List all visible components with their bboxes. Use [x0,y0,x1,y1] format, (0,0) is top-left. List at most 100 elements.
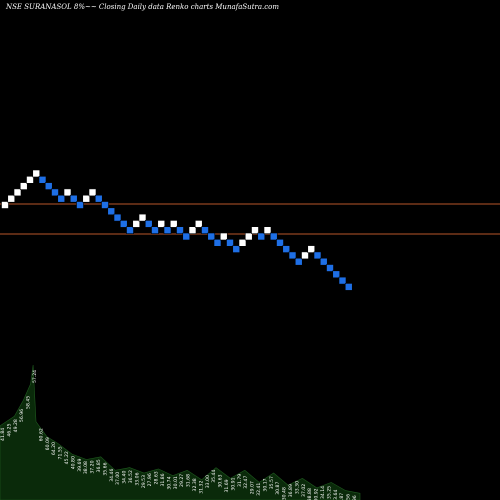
volume-label: 30.63 [218,474,224,487]
volume-label: 35.25 [326,486,332,499]
renko-brick-down [182,232,191,241]
renko-brick-up [7,194,16,203]
volume-label: 28.63 [154,471,160,484]
renko-brick-up [169,220,178,228]
renko-brick-down [113,213,122,222]
renko-brick-up [1,201,9,209]
volume-label: 30.91 [230,477,236,490]
volume-label: 33.64 [333,490,339,500]
volume-label: 36.89 [288,484,294,497]
volume-label: 35.66 [102,462,108,475]
renko-brick-up [157,220,166,228]
volume-label: 33.06 [134,472,140,485]
renko-brick-up [219,232,228,241]
volume-label: 30.56 [346,494,352,500]
volume-label: 31.32 [198,481,204,494]
volume-label: 32.87 [339,493,345,500]
renko-brick-down [294,257,303,266]
renko-brick-up [307,245,316,253]
renko-brick-down [107,207,116,216]
volume-label: 64.20 [51,442,57,455]
volume-label: 38.88 [307,488,313,500]
renko-brick-down [257,232,266,241]
volume-label: 36.85 [96,459,102,472]
volume-label: 35.44 [211,470,217,483]
volume-label: 30.01 [173,476,179,489]
renko-brick-down [126,226,134,234]
renko-brick-down [51,188,59,197]
renko-brick-down [276,239,284,247]
renko-brick-down [282,245,291,253]
volume-label: 31.79 [237,474,243,487]
renko-brick-up [194,220,203,228]
renko-brick-down [76,201,84,209]
renko-brick-up [132,220,141,228]
volume-label: 29.27 [179,474,185,487]
renko-brick-up [238,239,247,247]
renko-brick-down [326,264,334,272]
volume-label: 36.52 [128,470,134,483]
renko-brick-down [344,283,353,291]
volume-label: 29.07 [250,481,256,494]
renko-brick-down [44,182,53,190]
renko-brick-down [269,232,278,241]
chart-title: NSE SURANASOL 8%~~ Closing Daily data Re… [5,3,279,11]
volume-label: 31.69 [224,479,230,492]
volume-label: 56.96 [19,409,25,422]
volume-label: 58.45 [26,396,32,409]
volume-label: 34.46 [109,469,115,482]
renko-brick-up [244,232,253,241]
renko-brick-down [313,251,322,260]
renko-brick-down [144,220,153,228]
renko-brick-down [201,226,209,234]
renko-brick-up [13,188,22,197]
volume-label: 29.53 [141,475,147,488]
volume-label: 30.74 [166,476,172,489]
renko-brick-down [69,194,78,203]
renko-brick-down [288,251,297,260]
renko-brick-up [251,226,259,234]
volume-label: 57.24 [32,370,38,383]
renko-brick-up [138,213,147,222]
volume-label: 31.86 [160,473,166,486]
renko-brick-down [94,194,103,203]
renko-brick-down [319,257,328,266]
renko-brick-down [151,226,159,234]
volume-label: 71.55 [58,446,64,459]
volume-label: 39.69 [77,459,83,472]
volume-label: 60.09 [45,437,51,450]
volume-label: 33.00 [205,475,211,488]
renko-brick-up [263,226,272,234]
renko-brick-up [88,188,97,197]
renko-brick-down [119,220,128,228]
renko-brick-down [213,239,222,247]
renko-brick-down [38,176,47,184]
volume-label: 30.87 [275,482,281,495]
renko-brick-down [57,194,66,203]
volume-label: 30.48 [282,487,288,500]
volume-label: 34.40 [122,471,128,484]
volume-label: 32.47 [243,476,249,489]
volume-label: 46.25 [6,423,12,436]
renko-brick-up [63,188,72,197]
renko-brick-down [226,239,234,247]
renko-brick-up [32,169,41,178]
volume-label: 49.28 [13,419,19,432]
volume-label: 33.30 [294,481,300,494]
renko-brick-up [301,251,309,260]
volume-label: 37.02 [301,484,307,497]
volume-label: 37.00 [115,472,121,485]
renko-brick-up [82,194,91,203]
volume-label: 37.20 [90,460,96,473]
renko-brick-up [26,176,34,184]
volume-label: 35.57 [269,476,275,489]
volume-label: 40.80 [70,456,76,469]
renko-brick-up [188,226,197,234]
volume-label: 32.41 [256,483,262,496]
volume-label: 32.38 [192,478,198,491]
volume-label: 31.68 [186,474,192,487]
volume-label: 30.17 [262,478,268,491]
